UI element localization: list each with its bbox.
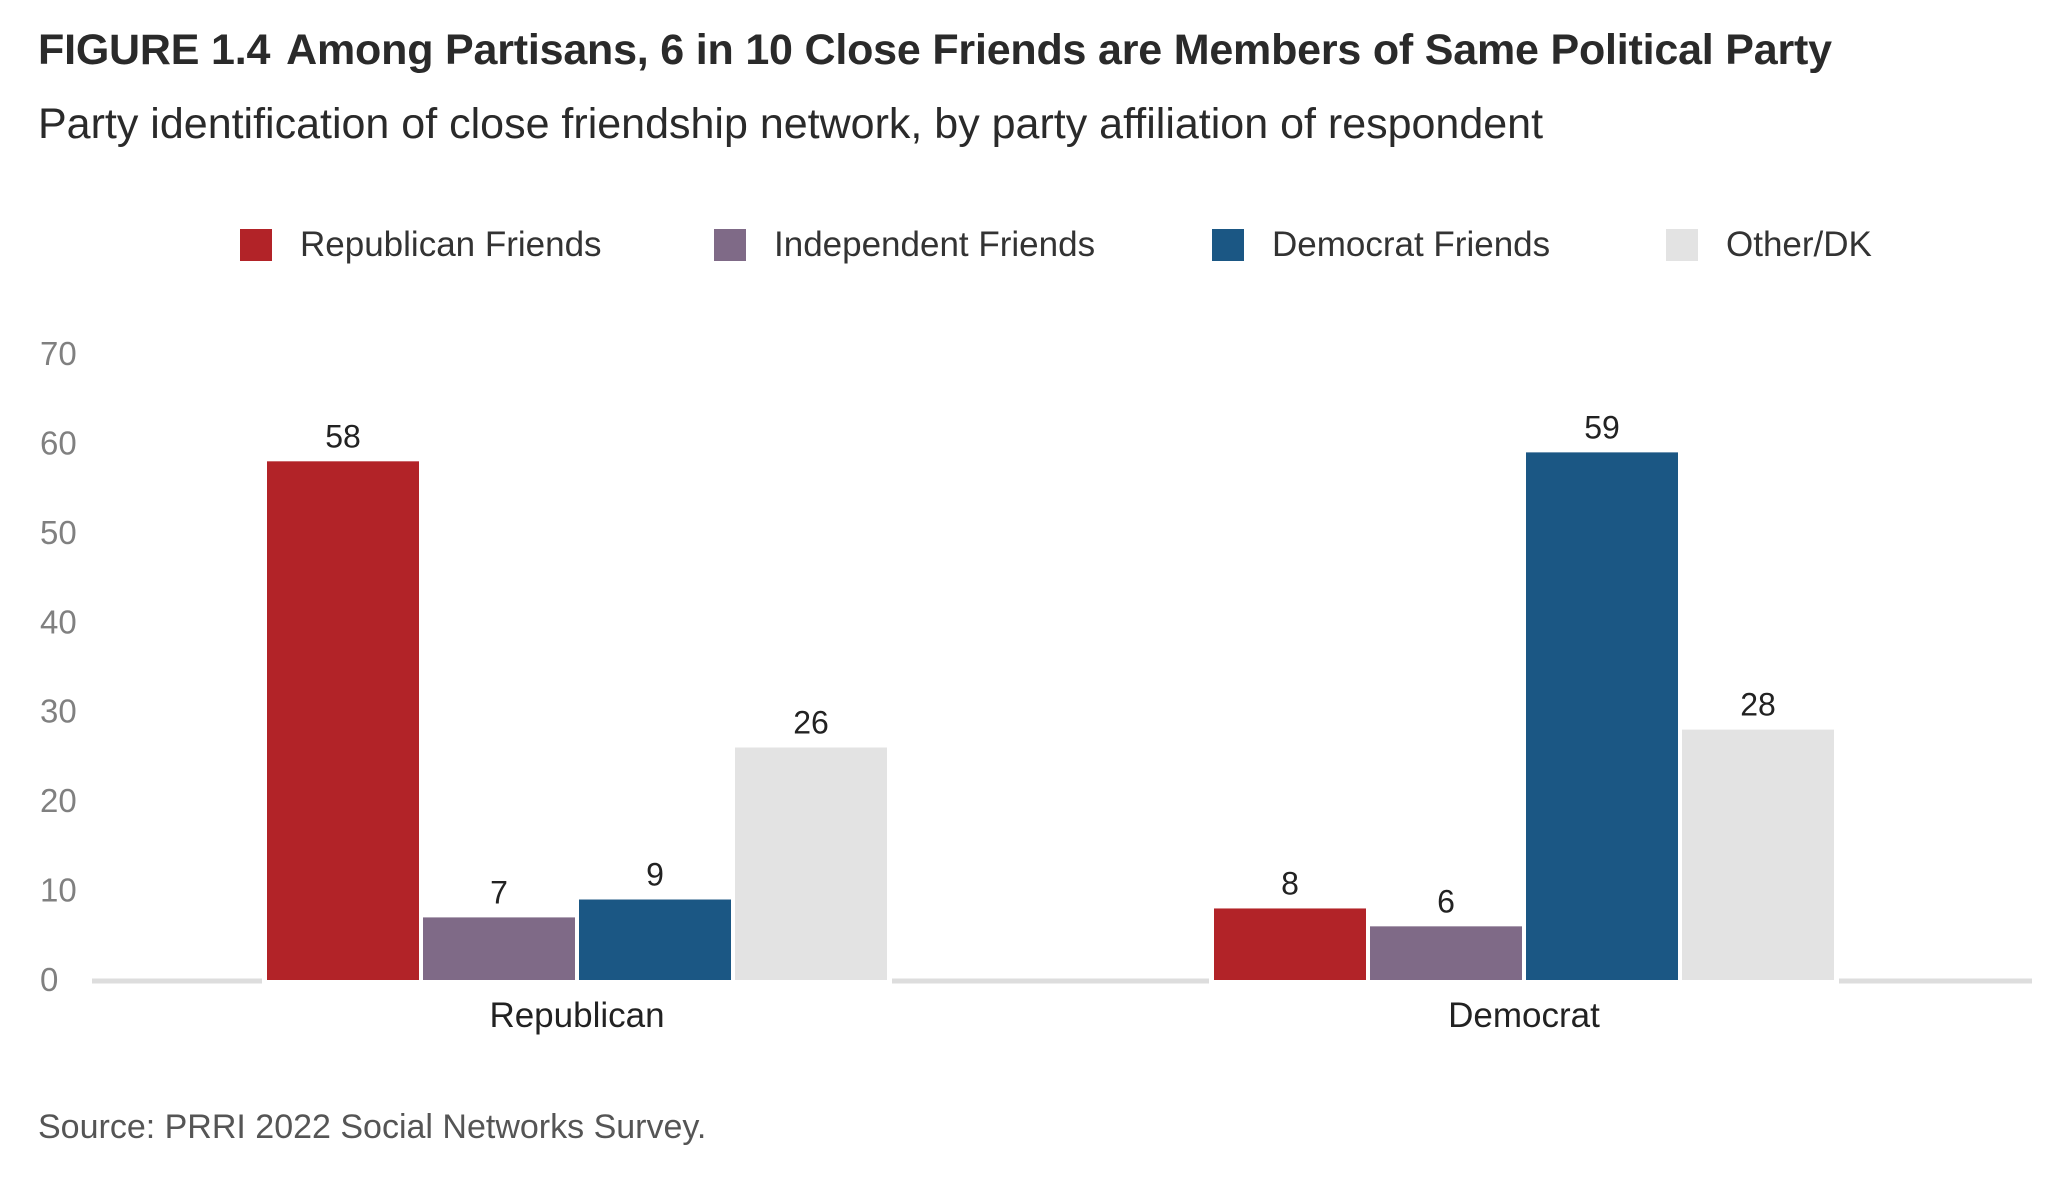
legend-item-independent-friends: Independent Friends [714, 225, 1095, 265]
legend-swatch [714, 229, 746, 261]
bar-democrat-friends-democrat [1526, 452, 1678, 980]
data-label: 9 [646, 857, 664, 893]
data-label: 28 [1740, 687, 1776, 723]
data-label: 8 [1281, 865, 1299, 901]
chart-subtitle: Party identification of close friendship… [38, 100, 1544, 148]
chart-title: FIGURE 1.4 Among Partisans, 6 in 10 Close… [38, 26, 1832, 75]
legend-item-democrat-friends: Democrat Friends [1212, 225, 1550, 265]
y-tick-label: 70 [40, 335, 77, 372]
data-label: 26 [793, 704, 829, 740]
legend-item-other-dk: Other/DK [1666, 225, 1872, 265]
bar-republican-friends-republican [267, 461, 419, 980]
title-text: Among Partisans, 6 in 10 Close Friends a… [286, 26, 1832, 74]
source-note: Source: PRRI 2022 Social Networks Survey… [38, 1108, 707, 1146]
y-tick-label: 20 [40, 782, 77, 819]
legend-label: Other/DK [1726, 225, 1872, 264]
x-category-label: Republican [489, 996, 664, 1035]
figure-label: FIGURE 1.4 [38, 26, 271, 74]
legend-label: Republican Friends [300, 225, 602, 264]
y-tick-label: 0 [40, 961, 58, 998]
bar-republican-friends-democrat [1214, 908, 1366, 980]
bar-independent-friends-republican [423, 917, 575, 980]
y-tick-label: 40 [40, 603, 77, 640]
y-tick-label: 30 [40, 693, 77, 730]
legend-item-republican-friends: Republican Friends [240, 225, 602, 265]
legend-swatch [240, 229, 272, 261]
legend-label: Independent Friends [774, 225, 1096, 264]
legend: Republican Friends Independent Friends D… [0, 225, 2064, 265]
y-tick-label: 10 [40, 872, 77, 909]
bar-other-dk-democrat [1682, 729, 1834, 980]
x-category-label: Democrat [1448, 996, 1600, 1035]
bar-democrat-friends-republican [579, 899, 731, 980]
bar-independent-friends-democrat [1370, 926, 1522, 980]
baseline-gap [262, 978, 892, 986]
data-label: 7 [490, 874, 508, 910]
bar-other-dk-republican [735, 747, 887, 980]
baseline-gap [1209, 978, 1839, 986]
legend-label: Democrat Friends [1272, 225, 1551, 264]
data-label: 6 [1437, 883, 1455, 919]
y-tick-label: 60 [40, 424, 77, 461]
y-tick-label: 50 [40, 514, 77, 551]
data-label: 59 [1584, 409, 1620, 445]
legend-swatch [1212, 229, 1244, 261]
data-label: 58 [325, 418, 361, 454]
legend-swatch [1666, 229, 1698, 261]
